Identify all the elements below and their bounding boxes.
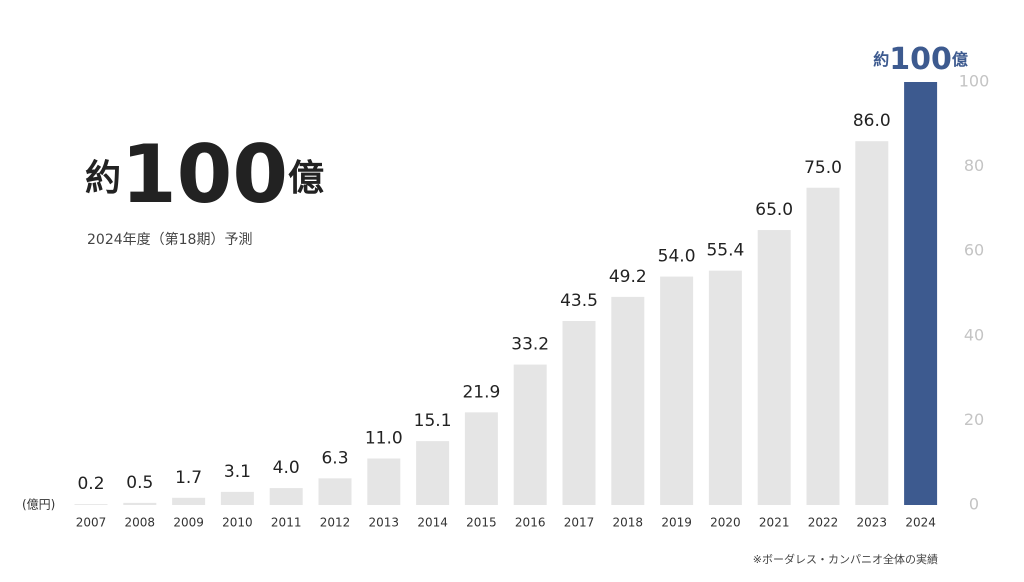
bar [855, 141, 889, 505]
highlight-label: 約100億 [873, 42, 968, 77]
bar [416, 441, 450, 505]
value-label: 75.0 [804, 158, 842, 178]
bar [220, 491, 254, 505]
x-tick-label: 2021 [759, 516, 790, 530]
x-tick-label: 2008 [125, 516, 156, 530]
y-tick-label: 40 [964, 325, 984, 344]
x-tick-label: 2018 [613, 516, 644, 530]
x-tick-label: 2020 [710, 516, 741, 530]
headline-suffix: 億 [288, 158, 324, 199]
highlight-prefix: 約 [873, 50, 889, 69]
value-label: 54.0 [658, 247, 696, 267]
value-label: 55.4 [706, 241, 744, 261]
bar [904, 82, 938, 505]
bar [660, 276, 694, 505]
value-label: 3.1 [224, 462, 251, 482]
x-tick-label: 2011 [271, 516, 302, 530]
value-label: 49.2 [609, 267, 647, 287]
x-tick-label: 2017 [564, 516, 595, 530]
y-tick-label: 60 [964, 241, 984, 260]
value-label: 100 [889, 42, 952, 77]
headline-number: 100 [121, 128, 288, 221]
value-label: 0.5 [126, 473, 153, 493]
bar [318, 478, 352, 505]
x-tick-label: 2014 [417, 516, 448, 530]
bar [172, 497, 206, 505]
bar [562, 320, 596, 505]
x-tick-label: 2023 [857, 516, 888, 530]
highlight-suffix: 億 [952, 50, 968, 69]
value-label: 65.0 [755, 200, 793, 220]
bar [757, 230, 791, 506]
x-tick-label: 2024 [905, 516, 936, 530]
y-tick-label: 0 [969, 495, 979, 514]
x-tick-label: 2016 [515, 516, 546, 530]
note: ※ボーダレス・カンパニオ全体の実績 [753, 552, 938, 566]
value-label: 86.0 [853, 111, 891, 131]
bar [708, 270, 742, 505]
x-tick-label: 2013 [369, 516, 400, 530]
x-tick-label: 2007 [76, 516, 107, 530]
bar [464, 412, 498, 505]
bar [806, 187, 840, 505]
value-label: 15.1 [414, 411, 452, 431]
value-label: 21.9 [462, 382, 500, 402]
subtitle: 2024年度（第18期）予測 [87, 231, 252, 248]
x-tick-label: 2022 [808, 516, 839, 530]
x-tick-label: 2010 [222, 516, 253, 530]
value-label: 1.7 [175, 468, 202, 488]
x-tick-label: 2012 [320, 516, 351, 530]
bar [123, 502, 157, 505]
bar [367, 458, 401, 505]
value-label: 0.2 [77, 474, 104, 494]
headline-prefix: 約 [85, 158, 121, 199]
value-label: 43.5 [560, 291, 598, 311]
x-tick-label: 2009 [173, 516, 204, 530]
bar [611, 296, 645, 505]
unit-label: (億円) [22, 498, 55, 512]
x-tick-label: 2019 [661, 516, 692, 530]
value-label: 4.0 [273, 458, 300, 478]
y-tick-label: 80 [964, 156, 984, 175]
bar [74, 504, 108, 505]
x-tick-label: 2015 [466, 516, 497, 530]
value-label: 6.3 [321, 448, 348, 468]
y-tick-label: 100 [959, 72, 990, 91]
value-label: 33.2 [511, 335, 549, 355]
value-label: 11.0 [365, 428, 403, 448]
bar [269, 488, 303, 505]
headline: 約100億 [85, 128, 324, 221]
bar [513, 364, 547, 505]
y-tick-label: 20 [964, 410, 984, 429]
